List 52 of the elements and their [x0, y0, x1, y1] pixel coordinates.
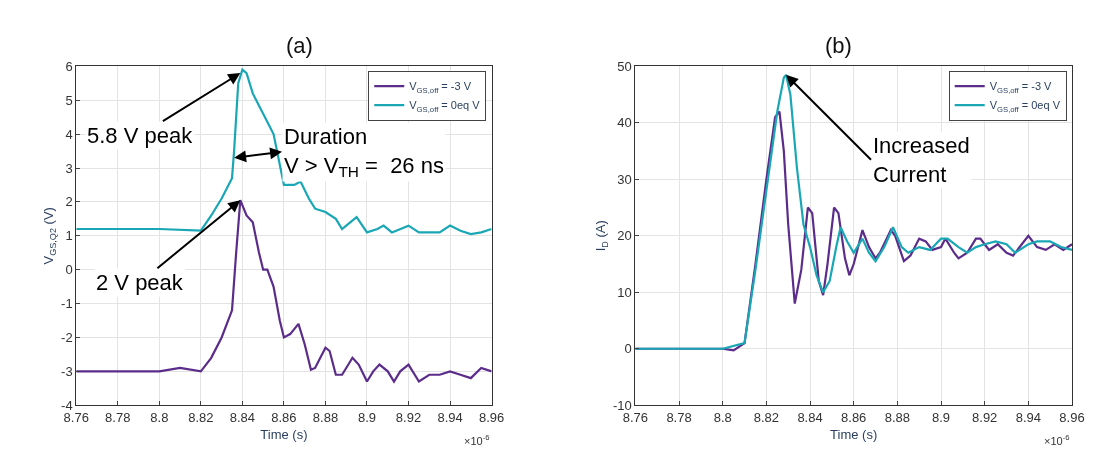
- x-tick-label: 8.78: [666, 409, 692, 425]
- y-tick-label: -2: [61, 330, 73, 346]
- y-tick-label: 3: [65, 160, 73, 176]
- line-series: [76, 68, 492, 236]
- chart-title: (a): [286, 33, 313, 58]
- annotation: Increased Current: [873, 133, 970, 187]
- x-tick-label: 8.94: [437, 409, 463, 425]
- x-tick-label: 8.8: [713, 409, 732, 425]
- line-series: [76, 199, 492, 383]
- x-tick-label: 8.82: [753, 409, 780, 425]
- annotation: Duration V > V$_{TH}$ = 26 ns: [284, 124, 444, 181]
- chart-title: (b): [825, 33, 852, 58]
- x-tick-label: 8.84: [797, 409, 823, 425]
- y-tick-label: 20: [617, 228, 632, 244]
- x-tick-label: 8.9: [932, 409, 951, 425]
- text: ×10$^{-6}$: [464, 433, 490, 447]
- text: ×10$^{-6}$: [1044, 433, 1070, 447]
- x-tick-label: 8.86: [841, 409, 867, 425]
- legend-label: V$_{GS,off}$ = 0eq V: [409, 99, 481, 114]
- x-tick-label: 8.96: [1059, 409, 1085, 425]
- x-tick-label: 8.94: [1015, 409, 1042, 425]
- x-tick-label: 8.82: [188, 409, 214, 425]
- legend-label: V$_{GS,off}$ = -3 V: [409, 80, 472, 95]
- x-tick-label: 8.92: [395, 409, 422, 425]
- x-tick-label: 8.8: [150, 409, 169, 425]
- y-tick-label: -1: [61, 296, 73, 312]
- x-tick-label: 8.86: [271, 409, 297, 425]
- x-tick-label: 8.88: [884, 409, 911, 425]
- y-tick-label: -3: [61, 363, 73, 379]
- y-tick-label: 30: [617, 171, 632, 187]
- x-tick-label: 8.92: [972, 409, 998, 425]
- annotation: 2 V peak: [96, 270, 184, 295]
- x-tick-label: 8.96: [478, 409, 505, 425]
- y-tick-label: 1: [65, 228, 73, 244]
- y-tick-label: 0: [624, 341, 632, 357]
- y-tick-label: 5: [65, 92, 73, 108]
- y-tick-label: 50: [617, 58, 632, 74]
- legend-label: V$_{GS,off}$ = 0eq V: [989, 99, 1061, 114]
- x-tick-label: 8.78: [105, 409, 131, 425]
- x-tick-label: 8.88: [312, 409, 339, 425]
- x-tick-label: 8.84: [229, 409, 256, 425]
- x-tick-label: 8.9: [357, 409, 377, 425]
- x-axis-title: Time (s): [830, 427, 878, 443]
- x-axis-title: Time (s): [260, 427, 308, 443]
- y-tick-label: 2: [65, 194, 73, 210]
- y-tick-label: 0: [65, 262, 73, 278]
- legend-label: V$_{GS,off}$ = -3 V: [989, 80, 1053, 95]
- y-tick-label: 4: [65, 126, 73, 142]
- annotation: 5.8 V peak: [87, 123, 194, 148]
- y-tick-label: 10: [617, 284, 632, 300]
- y-tick-label: 6: [65, 58, 73, 74]
- y-tick-label: 40: [617, 115, 632, 131]
